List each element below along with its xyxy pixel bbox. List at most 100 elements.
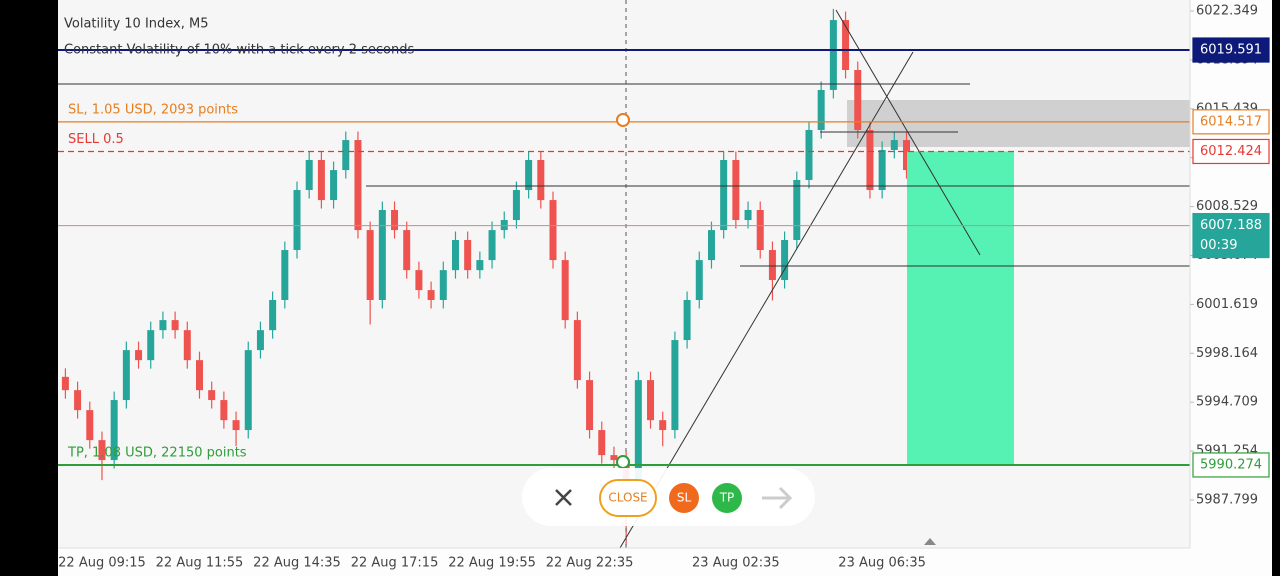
candle-body <box>305 160 313 191</box>
candle-body <box>878 149 886 191</box>
price-tag <box>1192 109 1270 135</box>
candle-body <box>805 130 813 180</box>
candle-body <box>439 270 447 300</box>
candle-body <box>537 160 545 201</box>
price-tag <box>1192 212 1270 259</box>
scroll-marker <box>924 538 936 545</box>
candle-body <box>183 330 191 361</box>
sl-label[interactable]: SL <box>677 491 692 505</box>
price-tag-label: 6012.424 <box>1200 144 1262 159</box>
level-label: SL, 1.05 USD, 2093 points <box>68 102 238 117</box>
next-button[interactable] <box>762 486 793 510</box>
candle-body <box>500 220 508 231</box>
candle-body <box>281 250 289 300</box>
candle-body <box>732 160 740 221</box>
sl-zone <box>847 100 1190 147</box>
candle-body <box>171 320 179 331</box>
x-tick-label: 22 Aug 09:15 <box>58 556 146 571</box>
candle-body <box>756 209 764 251</box>
candle-body <box>854 70 862 131</box>
chart-subtitle: Constant Volatility of 10% with a tick e… <box>64 43 414 58</box>
candle-body <box>269 299 277 331</box>
y-tick-label: 5994.709 <box>1196 395 1258 410</box>
candle-body <box>135 350 143 361</box>
candle-body <box>488 230 496 261</box>
candle-body <box>768 250 776 281</box>
candle-body <box>330 170 338 201</box>
tp-button[interactable] <box>712 483 742 513</box>
candle-body <box>293 190 301 251</box>
tp-label[interactable]: TP <box>719 491 735 505</box>
x-tick-label: 22 Aug 19:55 <box>448 556 536 571</box>
x-tick-label: 22 Aug 17:15 <box>351 556 439 571</box>
price-tag-label: 6007.188 <box>1200 218 1262 233</box>
candle-body <box>561 260 569 321</box>
candle-body <box>476 260 484 271</box>
candle-body <box>890 140 898 150</box>
chart-title: Volatility 10 Index, M5 <box>64 17 209 32</box>
price-tag-label: 5990.274 <box>1200 457 1262 472</box>
candle-body <box>415 270 423 291</box>
trade-toolbar: CLOSE SL TP <box>522 468 815 526</box>
candle-body <box>512 190 520 221</box>
countdown: 00:39 <box>1200 238 1237 253</box>
candle-body <box>707 230 715 261</box>
candle-body <box>378 209 386 300</box>
x-tick-label: 22 Aug 11:55 <box>156 556 244 571</box>
y-tick-label: 5987.799 <box>1196 492 1258 507</box>
candle-body <box>244 350 252 431</box>
candle-body <box>634 380 642 501</box>
tp-handle[interactable] <box>616 455 630 469</box>
candle-body <box>256 330 264 351</box>
icon <box>555 489 572 506</box>
candle-body <box>342 140 350 171</box>
candle-body <box>793 179 801 240</box>
price-tag <box>1192 452 1270 478</box>
candle-body <box>61 376 69 391</box>
candle-body <box>74 390 82 411</box>
candle-body <box>86 410 94 441</box>
candle-body <box>866 130 874 191</box>
price-tag <box>1192 37 1270 63</box>
candle-body <box>744 209 752 221</box>
candle-body <box>427 290 435 300</box>
sl-button[interactable] <box>669 483 699 513</box>
price-tag-label: 6019.591 <box>1200 43 1262 58</box>
candle-body <box>781 239 789 281</box>
dismiss-button[interactable] <box>555 489 572 506</box>
x-tick-label: 23 Aug 02:35 <box>692 556 780 571</box>
candle-body <box>195 360 203 391</box>
candle-body <box>391 209 399 231</box>
candle-body <box>451 239 459 271</box>
candle-body <box>464 239 472 271</box>
candle-body <box>208 390 216 401</box>
sl-handle[interactable] <box>616 113 630 127</box>
x-tick-label: 22 Aug 14:35 <box>253 556 341 571</box>
close-label[interactable]: CLOSE <box>608 491 647 505</box>
candle-body <box>549 200 557 261</box>
candle-body <box>232 420 240 431</box>
candle-body <box>610 455 618 461</box>
candle-body <box>525 160 533 191</box>
y-tick-label: 6001.619 <box>1196 297 1258 312</box>
candle-body <box>366 230 374 300</box>
candle-body <box>573 320 581 381</box>
candle-body <box>122 350 130 401</box>
candle-body <box>598 430 606 456</box>
candle-body <box>683 299 691 341</box>
candle-body <box>903 140 911 171</box>
close-button[interactable] <box>599 479 657 517</box>
candle-body <box>829 20 837 90</box>
y-tick-label: 5998.164 <box>1196 346 1258 361</box>
x-tick-label: 22 Aug 22:35 <box>546 556 634 571</box>
candle-body <box>720 160 728 231</box>
price-tag <box>1192 138 1270 165</box>
level-label: SELL 0.5 <box>68 132 124 147</box>
candle-body <box>98 440 106 461</box>
candle-body <box>317 160 325 201</box>
candle-body <box>659 420 667 431</box>
toolbar-bg <box>522 468 815 526</box>
y-tick-label: 6008.529 <box>1196 199 1258 214</box>
price-tag-label: 6014.517 <box>1200 114 1262 129</box>
